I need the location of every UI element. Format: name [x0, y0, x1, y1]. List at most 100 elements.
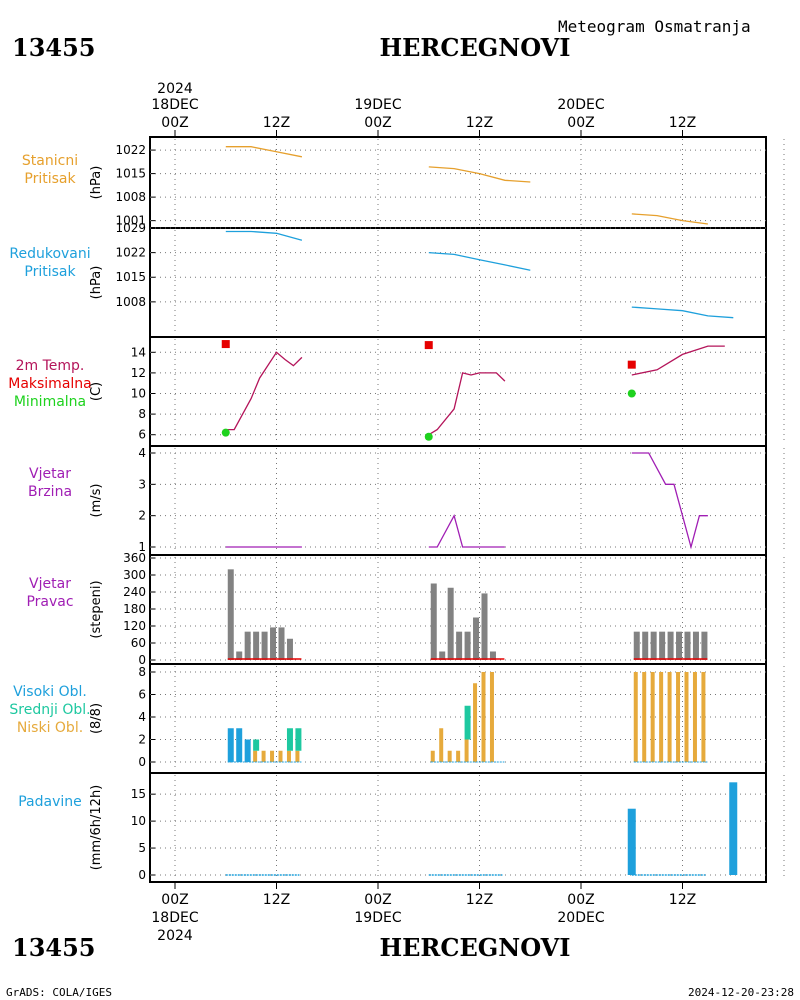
panel-label: Maksimalna [8, 376, 92, 392]
wind-direction-bar [650, 631, 657, 660]
top-year-label: 2024 [157, 81, 193, 97]
y-tick-label: 10 [131, 814, 146, 828]
cloud-bar-low [295, 750, 300, 762]
wind-direction-bar [633, 631, 640, 660]
panel-label: Vjetar [29, 576, 71, 592]
top-date-label: 19DEC [354, 97, 401, 113]
wind-direction-bar [244, 631, 251, 660]
wind-direction-bar [667, 631, 674, 660]
wind-direction-bar [692, 631, 699, 660]
cloud-bar-low [430, 750, 435, 762]
panel-label: Redukovani [9, 246, 90, 262]
wind-direction-bar [481, 593, 488, 660]
y-tick-label: 1015 [115, 270, 146, 284]
bottom-00z-label: 00Z [364, 892, 391, 908]
bottom-year-label: 2024 [157, 928, 193, 944]
y-tick-label: 4 [138, 710, 146, 724]
y-tick-label: 1029 [115, 221, 146, 235]
panel-clouds: Visoki Obl. Srednji Obl. Niski Obl. (8/8) 0 2… [9, 665, 766, 769]
bottom-12z-label: 12Z [263, 892, 290, 908]
y-tick-label: 2 [138, 733, 146, 747]
panel-label: Brzina [28, 484, 72, 500]
y-tick-label: 1022 [115, 246, 146, 260]
series-line [225, 351, 303, 431]
y-tick-label: 6 [138, 688, 146, 702]
cloud-bar-low [456, 750, 461, 762]
series-line [428, 513, 505, 548]
y-tick-label: 2 [138, 509, 146, 523]
y-tick-label: 1001 [115, 214, 146, 228]
y-tick-label: 0 [138, 755, 146, 769]
cloud-bar-low [489, 672, 494, 762]
cloud-bar-high [227, 728, 234, 762]
y-tick-label: 10 [131, 387, 146, 401]
station-id: 13455 [12, 33, 96, 62]
y-tick-label: 1008 [115, 190, 146, 204]
cloud-bar-mid [286, 728, 293, 751]
panel-label: Visoki Obl. [13, 684, 87, 700]
bottom-00z-label: 00Z [567, 892, 594, 908]
wind-direction-bar [270, 627, 277, 660]
panel-label: Vjetar [29, 466, 71, 482]
cloud-bar-low [650, 672, 655, 762]
footer-station-name: HERCEGNOVI [379, 933, 570, 962]
wind-direction-bar [253, 631, 260, 660]
precipitation-bar [729, 782, 738, 875]
wind-direction-bar [278, 627, 285, 660]
top-date-label: 18DEC [151, 97, 198, 113]
panel-reduced_pressure: Redukovani Pritisak (hPa) 1008 1015 1022 1029 [9, 221, 766, 319]
cloud-bar-low [684, 672, 689, 762]
axis-unit-label: (mm/6h/12h) [89, 785, 104, 871]
y-tick-label: 1015 [115, 167, 146, 181]
cloud-bar-low [676, 672, 681, 762]
tmin-marker [627, 389, 636, 398]
series-line [428, 251, 531, 271]
cloud-bar-low [692, 672, 697, 762]
cloud-bar-low [701, 672, 706, 762]
panel-label: Padavine [18, 794, 82, 810]
product-title: Meteogram Osmatranja [558, 17, 751, 36]
cloud-bar-low [447, 750, 452, 762]
series-line [631, 345, 725, 376]
tmin-marker [221, 428, 230, 437]
series-line [428, 166, 531, 183]
cloud-bar-low [481, 672, 486, 762]
bottom-12z-label: 12Z [466, 892, 493, 908]
y-tick-label: 300 [123, 568, 146, 582]
top-time-axis: 18DEC 00Z 12Z 19DEC 00Z 12Z 20DEC 00Z 12Z [151, 97, 696, 137]
y-tick-label: 180 [123, 602, 146, 616]
panel-wind_speed: Vjetar Brzina (m/s) 1 2 3 4 [28, 446, 766, 554]
y-tick-label: 8 [138, 407, 146, 421]
bottom-00z-label: 00Z [161, 892, 188, 908]
wind-direction-bar [464, 631, 471, 660]
panel-label: 2m Temp. [16, 358, 85, 374]
series-line [631, 452, 708, 550]
wind-direction-bar [286, 638, 293, 660]
wind-direction-bar [447, 587, 454, 660]
cloud-bar-low [270, 750, 275, 762]
wind-direction-bar [236, 651, 243, 660]
top-00z-label: 00Z [567, 115, 594, 131]
wind-direction-bar [261, 631, 268, 660]
top-00z-label: 00Z [161, 115, 188, 131]
axis-unit-label: (8/8) [89, 703, 104, 734]
wind-direction-bar [456, 631, 463, 660]
panel-station_pressure: Stanicni Pritisak (hPa) 1001 1008 1015 1022 [22, 143, 766, 228]
wind-direction-bar [676, 631, 683, 660]
series-line [225, 230, 303, 241]
tmin-marker [424, 432, 433, 441]
bottom-date-label: 19DEC [354, 910, 401, 926]
y-tick-label: 0 [138, 868, 146, 882]
wind-direction-bar [439, 651, 446, 660]
y-tick-label: 5 [138, 841, 146, 855]
plot-frame [149, 136, 767, 883]
y-tick-label: 360 [123, 551, 146, 565]
cloud-bar-mid [253, 739, 260, 751]
top-12z-label: 12Z [263, 115, 290, 131]
cloud-bar-low [667, 672, 672, 762]
cloud-bar-low [633, 672, 638, 762]
cloud-bar-low [286, 750, 291, 762]
tmax-marker [424, 341, 433, 350]
